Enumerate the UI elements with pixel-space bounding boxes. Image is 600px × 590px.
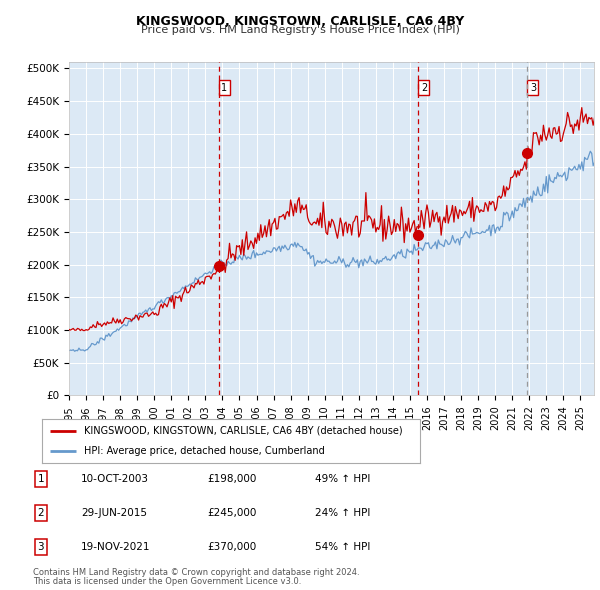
Text: £198,000: £198,000	[207, 474, 256, 484]
Text: 19-NOV-2021: 19-NOV-2021	[81, 542, 151, 552]
Text: 3: 3	[37, 542, 44, 552]
Text: 10-OCT-2003: 10-OCT-2003	[81, 474, 149, 484]
Text: KINGSWOOD, KINGSTOWN, CARLISLE, CA6 4BY (detached house): KINGSWOOD, KINGSTOWN, CARLISLE, CA6 4BY …	[83, 426, 402, 436]
Text: 1: 1	[221, 83, 227, 93]
Text: Price paid vs. HM Land Registry's House Price Index (HPI): Price paid vs. HM Land Registry's House …	[140, 25, 460, 35]
Text: 2: 2	[421, 83, 427, 93]
Text: 2: 2	[37, 508, 44, 517]
Text: 49% ↑ HPI: 49% ↑ HPI	[315, 474, 370, 484]
Text: This data is licensed under the Open Government Licence v3.0.: This data is licensed under the Open Gov…	[33, 578, 301, 586]
Text: HPI: Average price, detached house, Cumberland: HPI: Average price, detached house, Cumb…	[83, 446, 325, 456]
Text: 3: 3	[530, 83, 536, 93]
Text: KINGSWOOD, KINGSTOWN, CARLISLE, CA6 4BY: KINGSWOOD, KINGSTOWN, CARLISLE, CA6 4BY	[136, 15, 464, 28]
Text: £245,000: £245,000	[207, 508, 256, 517]
Text: 29-JUN-2015: 29-JUN-2015	[81, 508, 147, 517]
Text: £370,000: £370,000	[207, 542, 256, 552]
Text: 1: 1	[37, 474, 44, 484]
Text: 54% ↑ HPI: 54% ↑ HPI	[315, 542, 370, 552]
Text: 24% ↑ HPI: 24% ↑ HPI	[315, 508, 370, 517]
Text: Contains HM Land Registry data © Crown copyright and database right 2024.: Contains HM Land Registry data © Crown c…	[33, 568, 359, 577]
